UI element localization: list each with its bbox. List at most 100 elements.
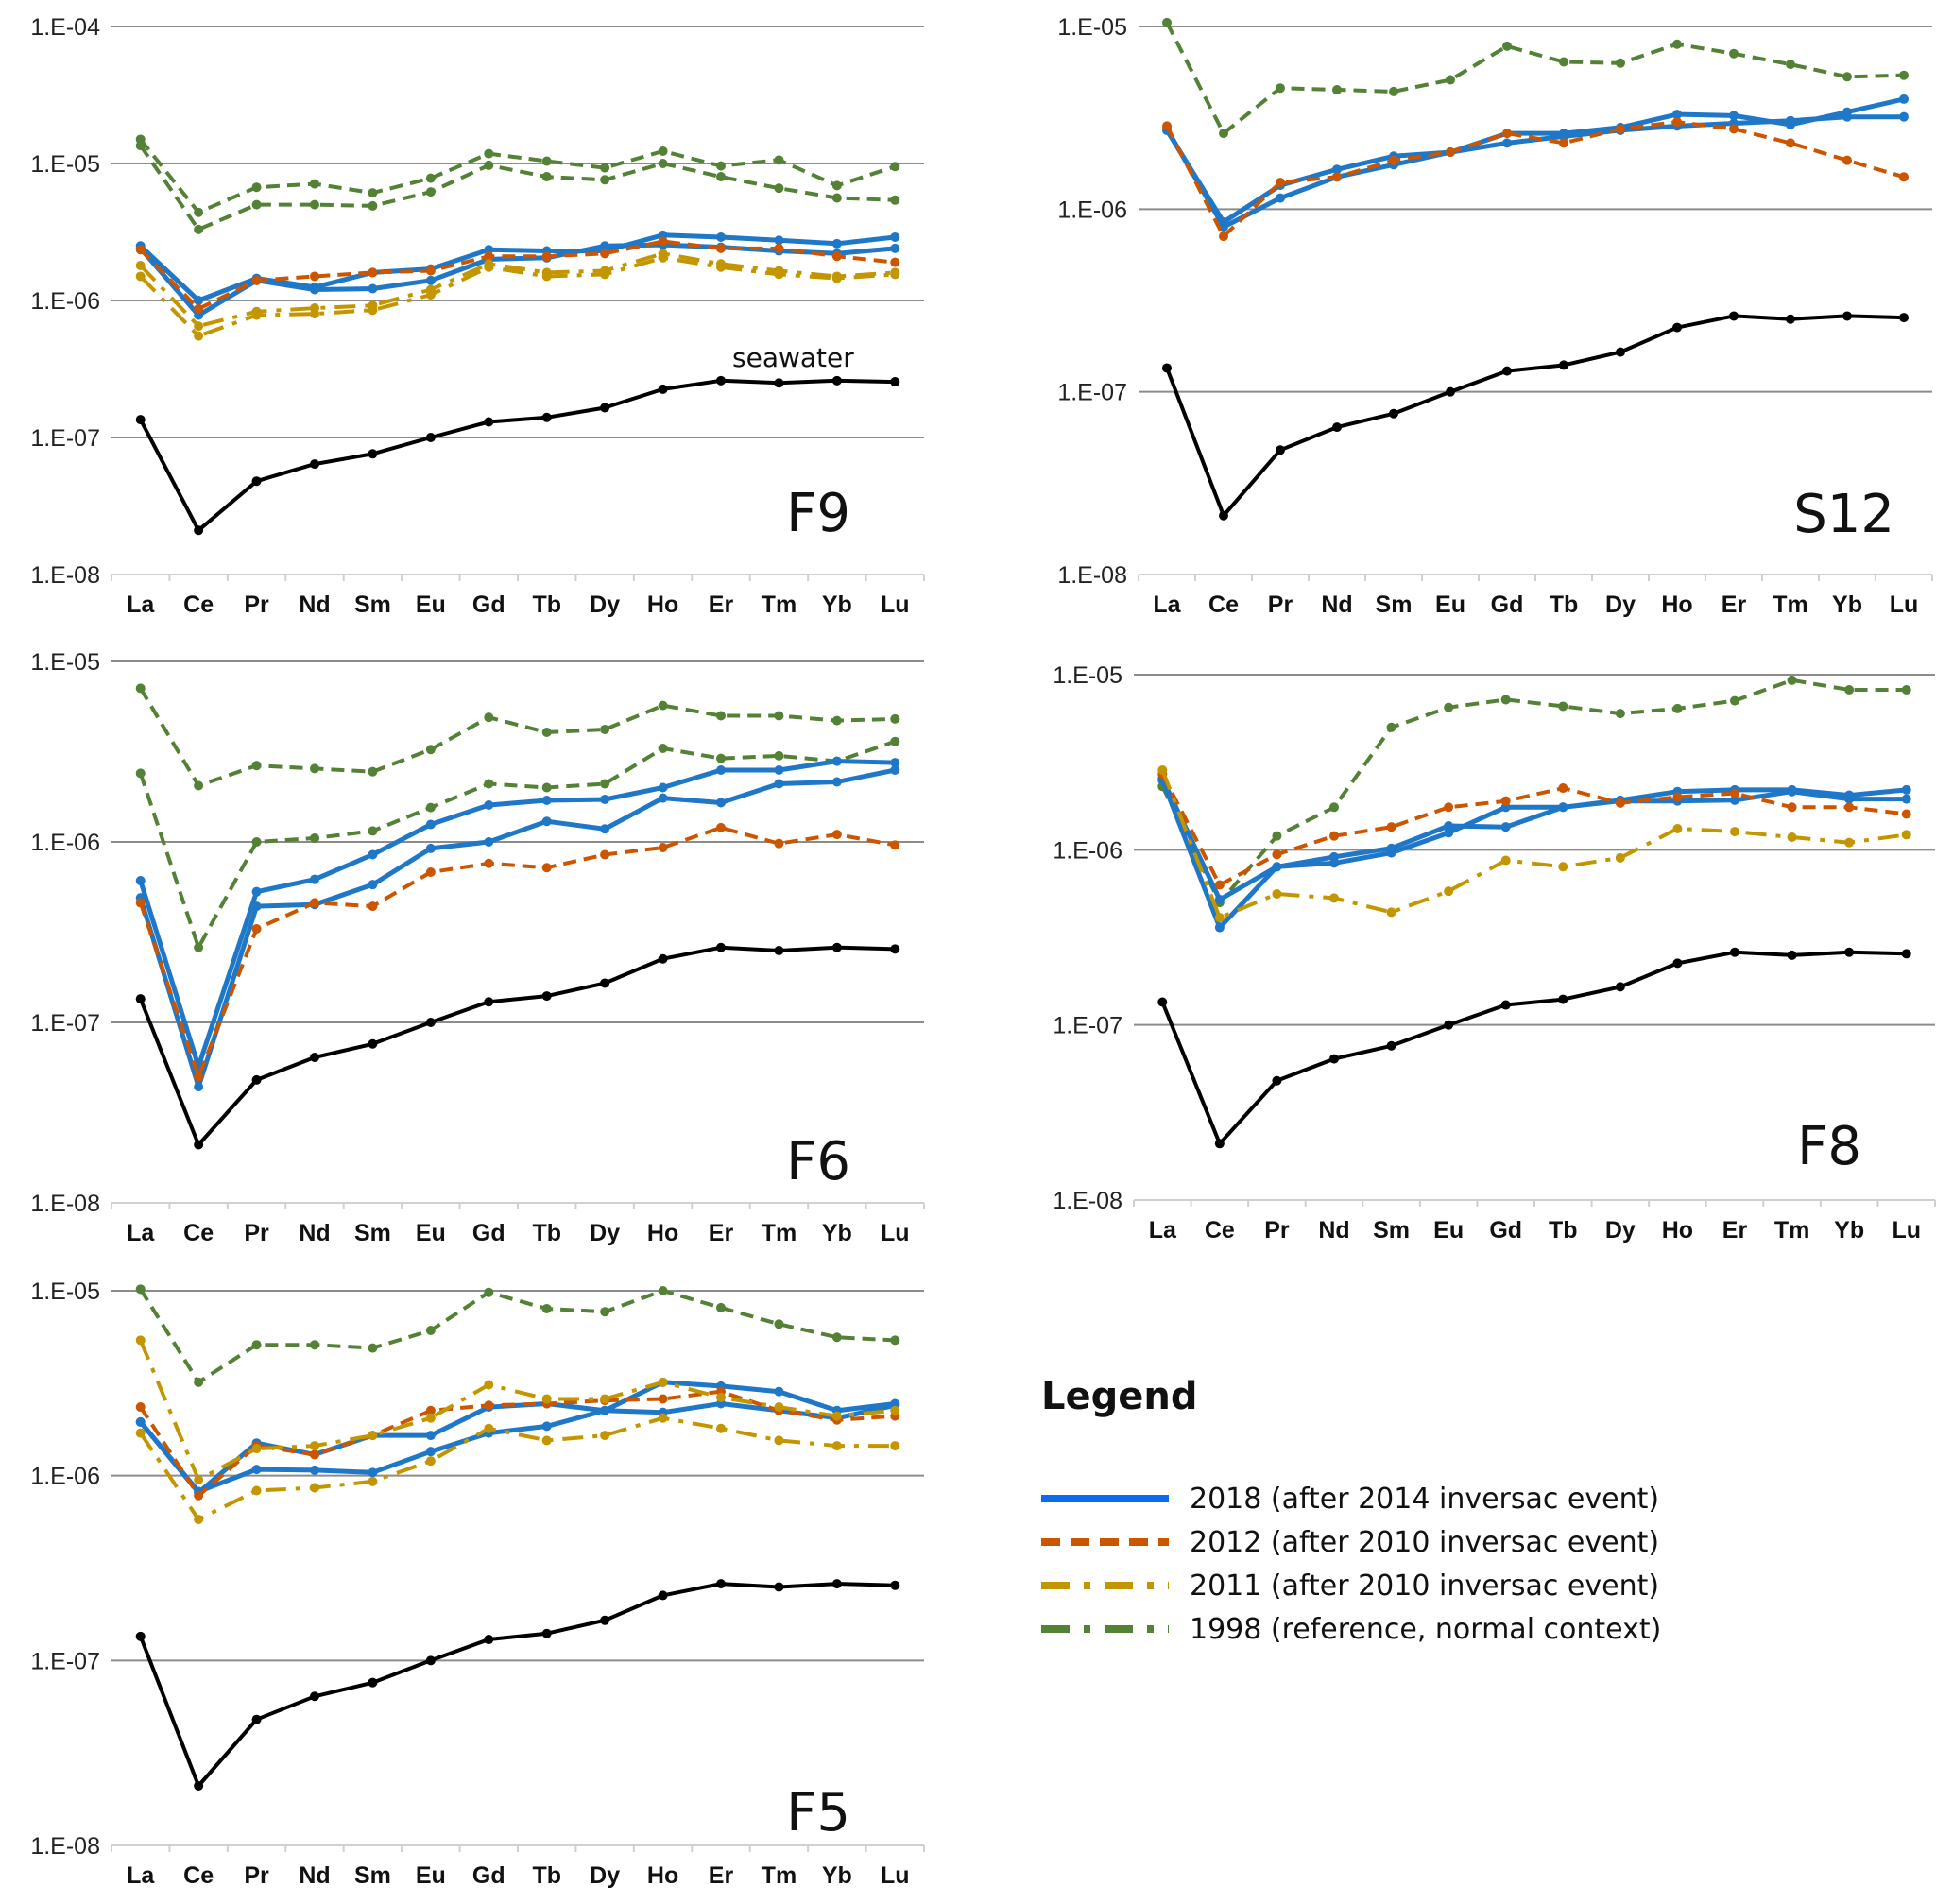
data-point-Ho <box>658 1286 668 1295</box>
legend-swatch-1998 <box>1041 1625 1169 1633</box>
x-tick-label: Nd <box>1321 592 1352 618</box>
x-tick-label: Pr <box>244 592 269 618</box>
data-point-Sm <box>368 283 378 294</box>
data-point-Pr <box>1276 83 1285 94</box>
data-point-La <box>135 1428 146 1438</box>
data-point-La <box>135 994 146 1004</box>
data-point-Gd <box>484 251 494 262</box>
series-line <box>1160 950 1907 1146</box>
data-point-Lu <box>890 269 900 280</box>
data-point-Tm <box>1787 675 1797 685</box>
data-point-Sm <box>1389 155 1398 165</box>
series-line <box>138 1401 896 1494</box>
data-point-Yb <box>831 830 842 840</box>
series-line <box>138 759 896 1070</box>
data-point-Nd <box>310 1441 319 1451</box>
x-tick-label: Dy <box>590 1862 620 1889</box>
data-point-Gd <box>1500 1000 1511 1010</box>
data-point-Tm <box>774 764 784 775</box>
panel-F8: 1.E-08 1.E-07 1.E-06 1.E-05 La Ce Pr Nd Sm Eu Gd Tb… <box>1053 662 1936 1244</box>
data-point-Ce <box>194 1514 204 1524</box>
x-tick-label: Tb <box>532 1220 561 1246</box>
x-tick-label: Er <box>1722 1217 1748 1244</box>
data-point-Nd <box>1329 802 1339 813</box>
data-point-Tm <box>774 235 784 246</box>
series-2018-2 <box>135 756 900 1072</box>
data-point-La <box>135 141 146 151</box>
data-point-Tm <box>774 155 784 165</box>
data-point-Tb <box>541 782 552 793</box>
data-point-Yb <box>831 1332 842 1343</box>
data-point-Er <box>716 822 726 832</box>
x-tick-label: Yb <box>1832 592 1862 618</box>
series-line <box>139 144 896 232</box>
x-tick-label: Sm <box>1373 1217 1410 1244</box>
data-point-Tb <box>541 863 552 873</box>
data-point-Dy <box>1615 982 1625 992</box>
data-point-Gd <box>1502 129 1512 139</box>
data-point-Nd <box>310 271 319 282</box>
data-point-Sm <box>368 200 378 211</box>
data-point-Nd <box>310 874 319 884</box>
data-point-Nd <box>1332 172 1342 182</box>
series-line <box>1160 769 1907 920</box>
data-point-Eu <box>425 1413 436 1423</box>
series-2011-5 <box>135 1413 900 1524</box>
series-2011-6 <box>135 252 900 341</box>
series-line <box>138 1582 896 1788</box>
data-point-Yb <box>831 251 842 262</box>
data-point-La <box>1162 17 1172 27</box>
data-point-Lu <box>1899 172 1909 182</box>
data-point-Sm <box>1386 722 1396 732</box>
data-point-Er <box>1729 111 1739 121</box>
x-tick-label: La <box>1153 592 1181 618</box>
data-point-La <box>135 271 146 282</box>
data-point-Ho <box>658 384 668 394</box>
data-point-Eu <box>425 1447 436 1457</box>
data-point-Ce <box>194 780 204 791</box>
data-point-Eu <box>425 173 436 183</box>
data-point-Ho <box>658 1394 668 1404</box>
data-point-Nd <box>310 898 319 908</box>
series-line <box>139 251 896 329</box>
data-point-Dy <box>600 1307 610 1317</box>
data-point-Tm <box>774 1582 784 1592</box>
y-tick-label: 1.E-04 <box>30 14 100 41</box>
y-tick-label: 1.E-06 <box>30 288 100 315</box>
series-line <box>139 239 896 311</box>
data-point-Dy <box>600 1431 610 1441</box>
data-point-Tm <box>1786 115 1795 126</box>
data-point-Er <box>1730 695 1739 706</box>
x-tick-label: Tb <box>532 1862 561 1889</box>
x-tick-label: Tm <box>762 1220 797 1246</box>
series-line <box>138 1339 896 1482</box>
data-point-Ce <box>194 310 204 320</box>
series-2018-1 <box>135 1377 900 1498</box>
data-point-Ho <box>658 700 668 711</box>
y-tick-label: 1.E-07 <box>30 1648 100 1674</box>
data-point-Ce <box>194 224 204 234</box>
data-point-Tm <box>1786 138 1795 148</box>
data-point-Ho <box>658 236 668 247</box>
data-point-Tm <box>1787 832 1797 843</box>
x-tick-label: Lu <box>1890 592 1919 618</box>
data-point-Er <box>1730 947 1739 957</box>
x-tick-label: Lu <box>881 1220 910 1246</box>
x-tick-label: Er <box>1722 592 1747 618</box>
x-tick-label: Ce <box>1205 1217 1235 1244</box>
data-point-Eu <box>1446 147 1455 158</box>
data-point-Er <box>1730 788 1739 798</box>
data-point-Yb <box>831 1411 842 1421</box>
data-point-Tb <box>541 1303 552 1313</box>
data-point-Dy <box>1616 347 1625 357</box>
y-tick-label: 1.E-06 <box>1057 197 1127 223</box>
data-point-Gd <box>1502 366 1512 376</box>
data-point-La <box>135 1335 146 1346</box>
data-point-Lu <box>890 162 900 172</box>
data-point-Sm <box>368 267 378 278</box>
data-point-Sm <box>368 449 378 459</box>
data-point-Nd <box>1332 85 1342 95</box>
x-tick-label: Eu <box>1435 592 1465 618</box>
data-point-Ho <box>1672 958 1683 969</box>
data-point-Pr <box>1272 862 1282 872</box>
